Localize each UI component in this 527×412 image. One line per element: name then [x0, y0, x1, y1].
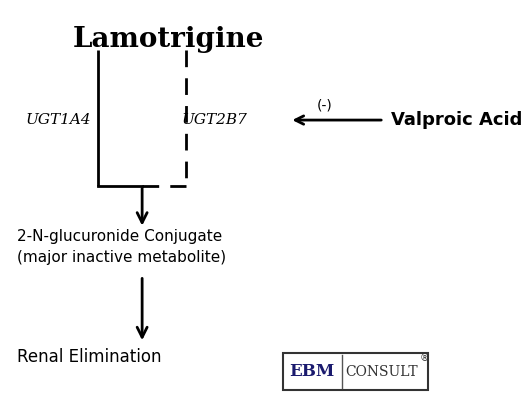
Text: Valproic Acid: Valproic Acid	[391, 111, 522, 129]
Text: Renal Elimination: Renal Elimination	[17, 349, 161, 366]
Text: Lamotrigine: Lamotrigine	[73, 26, 264, 53]
Text: EBM: EBM	[289, 363, 334, 380]
Text: UGT2B7: UGT2B7	[182, 113, 248, 127]
Text: 2-N-glucuronide Conjugate
(major inactive metabolite): 2-N-glucuronide Conjugate (major inactiv…	[17, 229, 226, 265]
Text: ®: ®	[419, 353, 430, 363]
Text: (-): (-)	[317, 99, 333, 113]
Text: CONSULT: CONSULT	[346, 365, 418, 379]
Text: UGT1A4: UGT1A4	[26, 113, 92, 127]
FancyBboxPatch shape	[283, 353, 428, 390]
